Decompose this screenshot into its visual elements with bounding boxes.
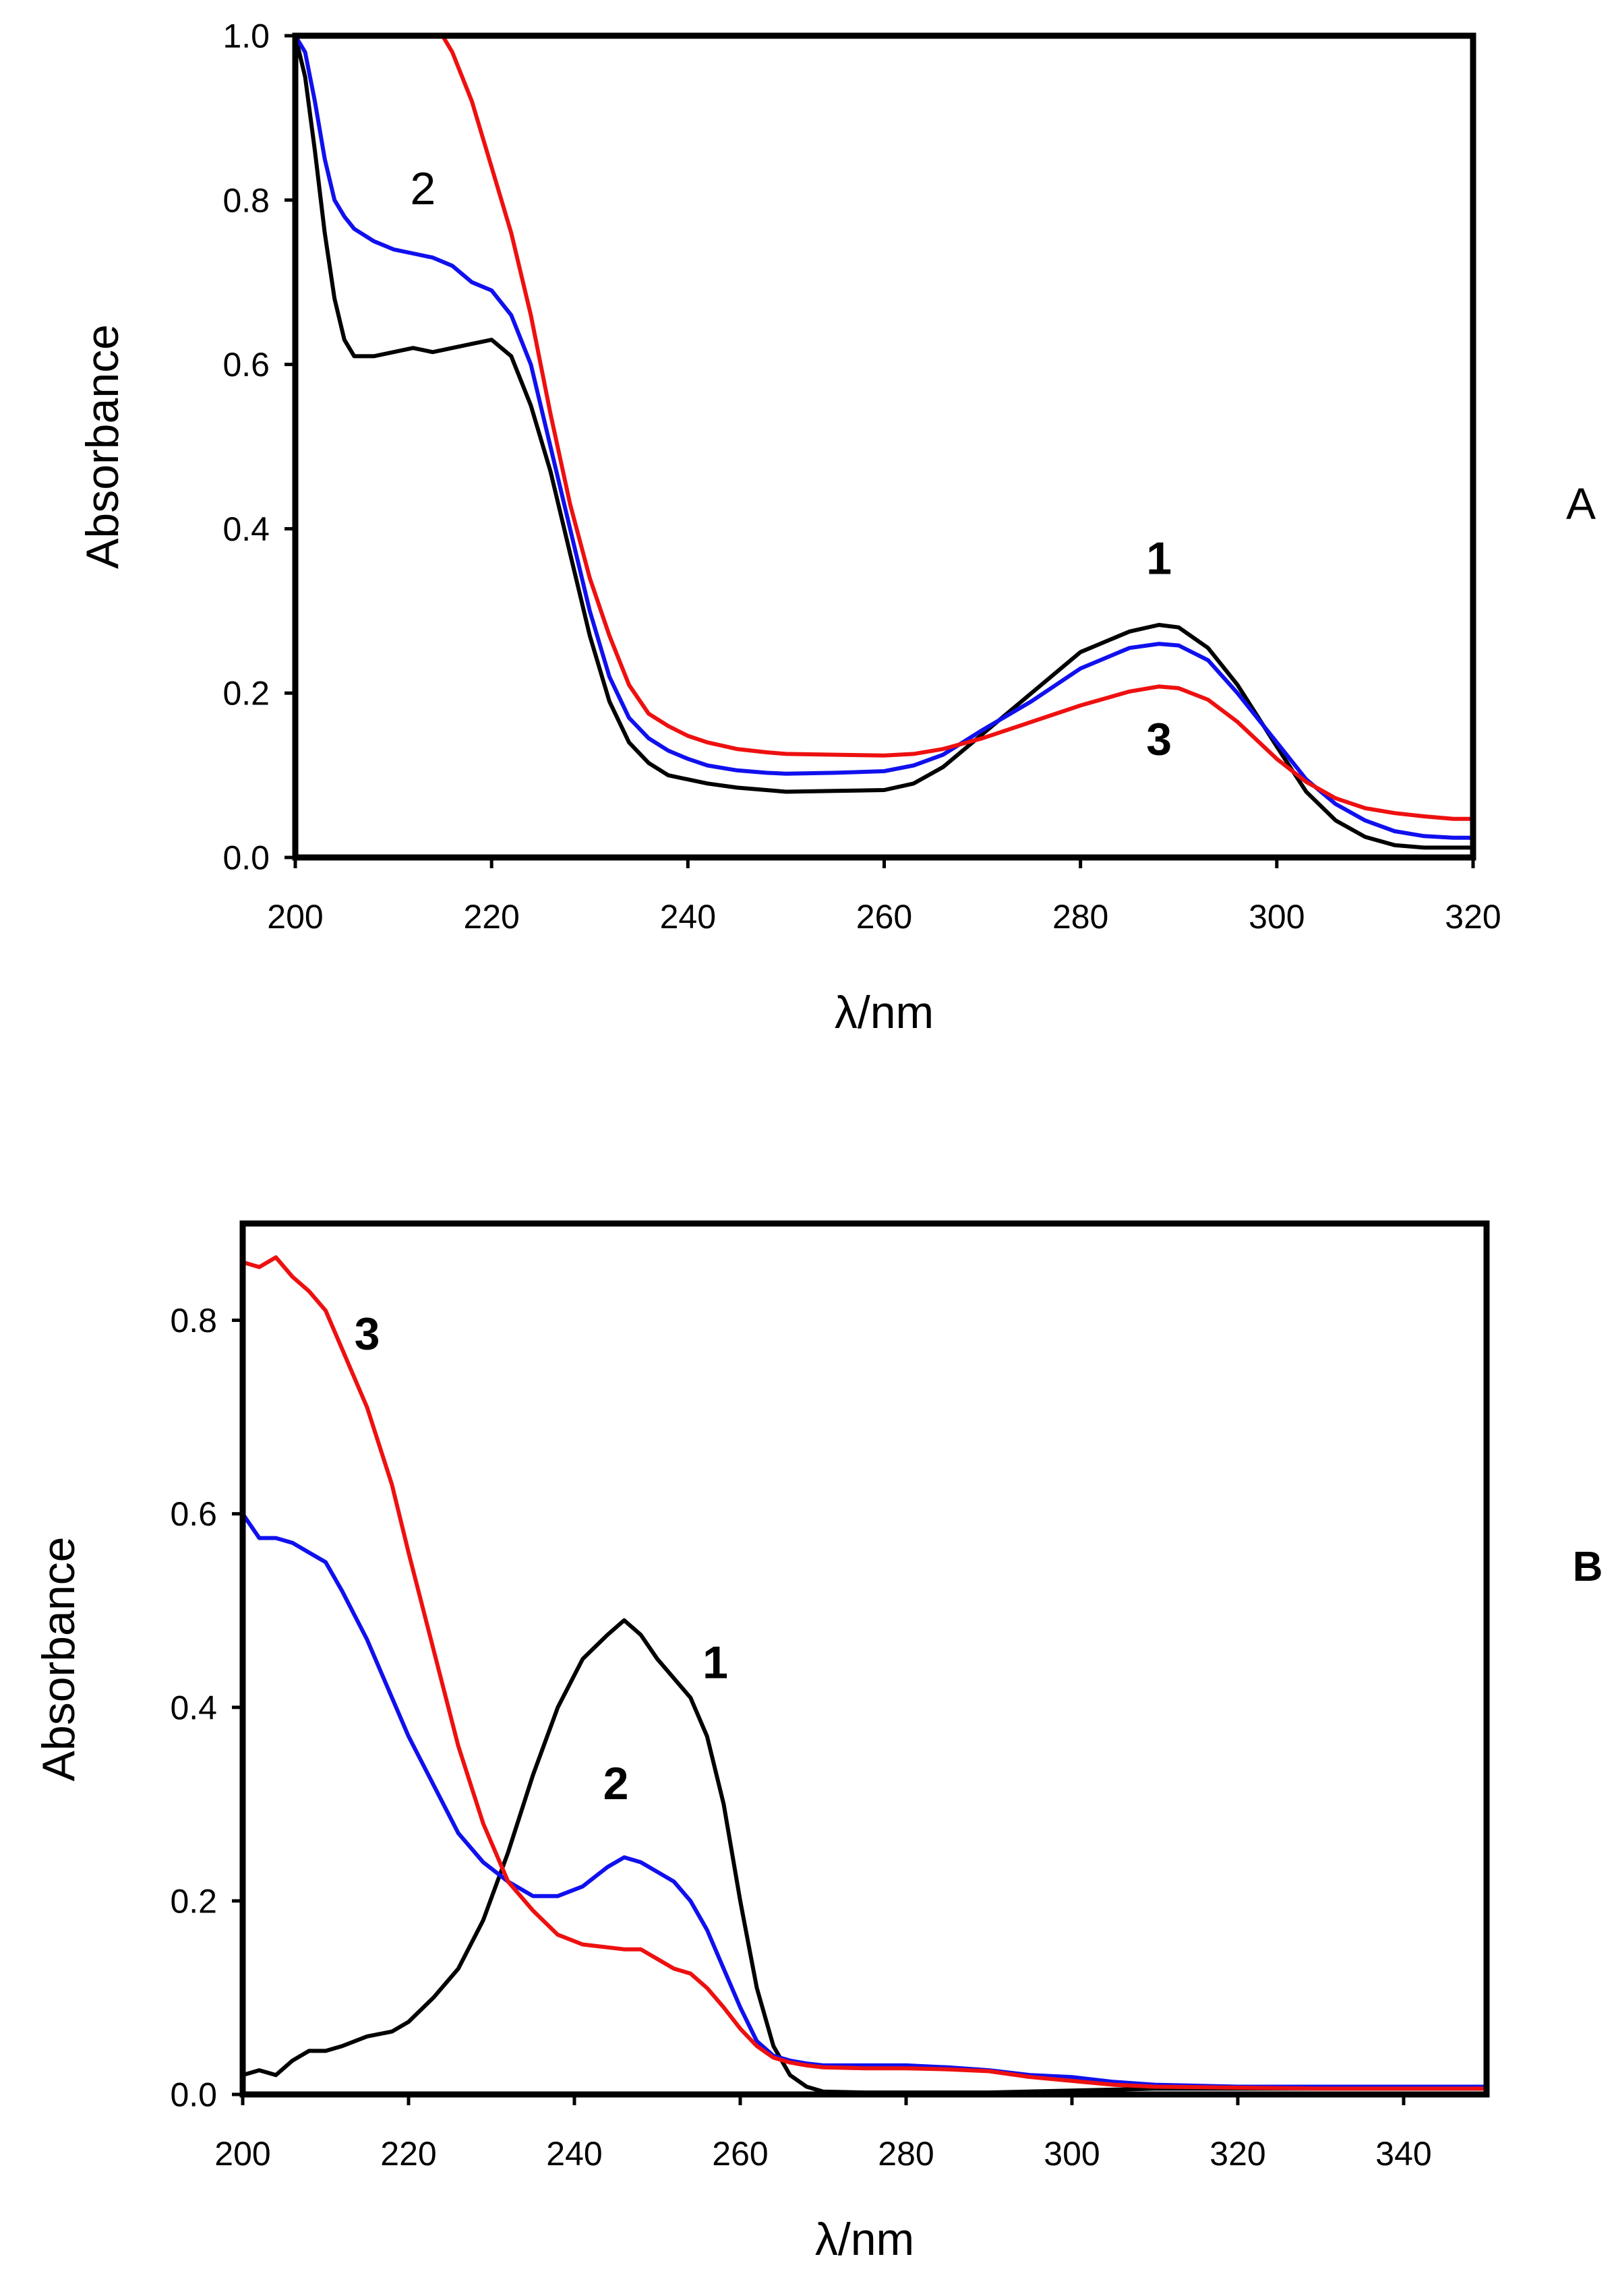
chart-panel-b: 200 220 240 260 280 300 320 340 0.0 0.2 0.4 0.6 0.8 λ… [33,1220,1603,2265]
y-axis-label-a: Absorbance [77,324,128,569]
x-tick-label-b-7: 340 [1375,2135,1431,2173]
plot-frame-b [239,1220,1490,2098]
y-tick-label-a-3: 0.6 [222,346,270,384]
x-tick-label-b-0: 200 [214,2135,270,2173]
x-tick-label-b-4: 280 [878,2135,934,2173]
series-line-b-3 [243,1255,1487,2091]
x-tick-label-a-0: 200 [267,898,323,936]
x-tick-label-b-1: 220 [380,2135,436,2173]
x-tick-label-b-6: 320 [1209,2135,1265,2173]
x-tick-label-a-3: 260 [856,898,912,936]
x-tick-label-a-2: 240 [660,898,716,936]
x-tick-label-b-3: 260 [712,2135,768,2173]
x-tick-label-a-1: 220 [463,898,519,936]
curve-annotation-a-2: 3 [1146,714,1172,765]
y-tick-label-a-4: 0.8 [222,181,270,219]
series-line-b-1 [243,1618,1487,2094]
curve-annotation-a-1: 1 [1146,533,1172,584]
curve-annotation-a-0: 2 [410,163,436,214]
series-line-a-1 [295,36,1473,850]
x-axis-label-a: λ/nm [835,987,934,1038]
x-tick-label-b-2: 240 [546,2135,602,2173]
panel-label-a: A [1566,479,1596,528]
curve-annotation-b-0: 3 [355,1308,380,1360]
y-tick-label-a-2: 0.4 [222,510,270,548]
series-line-a-3 [440,36,1473,821]
x-tick-label-b-5: 300 [1044,2135,1100,2173]
y-tick-label-b-0: 0.0 [170,2076,217,2114]
y-tick-label-b-4: 0.8 [170,1302,217,1339]
y-tick-label-a-1: 0.2 [222,675,270,713]
plot-frame-a [292,32,1476,861]
x-tick-label-a-4: 280 [1052,898,1108,936]
curve-annotation-b-1: 1 [702,1637,728,1689]
x-tick-label-a-5: 300 [1249,898,1305,936]
x-axis-label-b: λ/nm [815,2214,914,2265]
y-tick-label-a-0: 0.0 [222,839,270,877]
chart-panel-a: 200 220 240 260 280 300 320 0.0 0.2 0.4 0.6 0.8 1.0 λ… [77,18,1596,1039]
series-line-a-2 [295,36,1473,840]
curve-annotation-b-2: 2 [603,1758,629,1809]
y-axis-label-b: Absorbance [33,1537,84,1782]
y-tick-label-b-2: 0.4 [170,1689,217,1726]
y-tick-label-a-5: 1.0 [222,18,270,55]
y-tick-label-b-3: 0.6 [170,1495,217,1533]
panel-label-b: B [1573,1544,1603,1590]
y-tick-label-b-1: 0.2 [170,1882,217,1920]
x-tick-label-a-6: 320 [1445,898,1501,936]
